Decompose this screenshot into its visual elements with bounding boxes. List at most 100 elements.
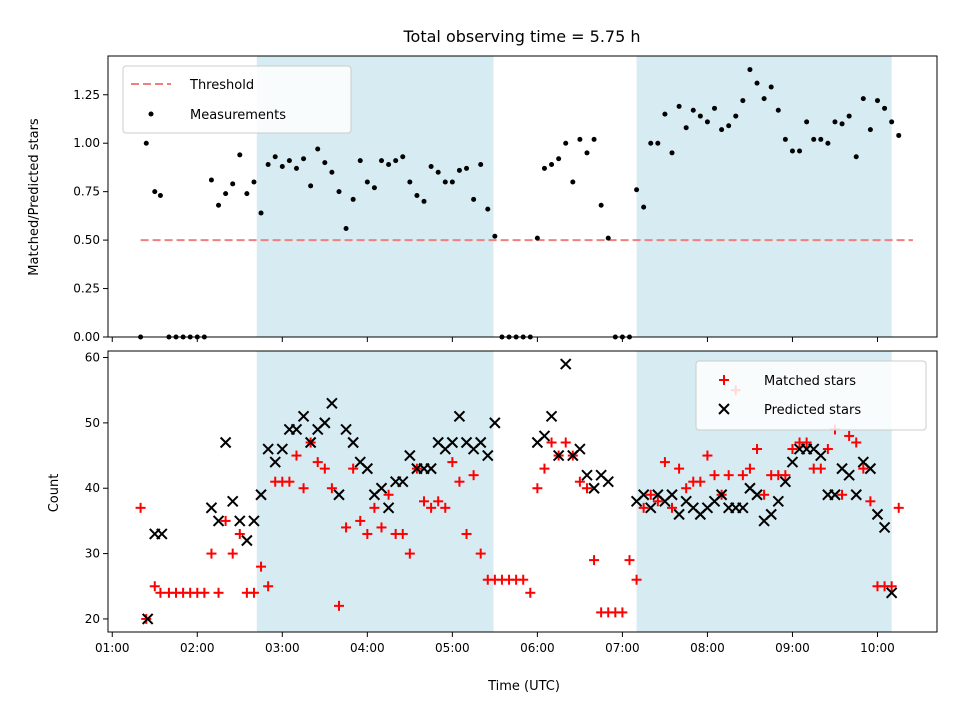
- measurement-point: [449, 179, 455, 185]
- measurement-point: [400, 154, 406, 160]
- matched-star-point: [822, 444, 833, 455]
- legend-predicted-label: Predicted stars: [764, 403, 861, 418]
- matched-star-point: [263, 581, 274, 592]
- measurement-point: [208, 177, 214, 183]
- matched-star-point: [475, 548, 486, 559]
- counts-layer: [135, 358, 904, 625]
- bottom-x-tick-label: 03:00: [265, 641, 300, 655]
- predicted-star-point: [829, 489, 841, 501]
- measurement-point: [143, 140, 149, 146]
- measurement-point: [428, 163, 434, 169]
- matched-star-point: [617, 607, 628, 618]
- bottom-x-tick-label: 05:00: [435, 641, 470, 655]
- matched-star-point: [468, 470, 479, 481]
- top-y-tick-label: 1.25: [73, 88, 100, 102]
- matched-star-point: [851, 437, 862, 448]
- measurement-point: [648, 140, 654, 146]
- measurement-point: [286, 158, 292, 164]
- predicted-star-point: [538, 430, 551, 442]
- matched-star-point: [326, 483, 337, 494]
- measurement-point: [152, 189, 158, 195]
- matched-star-point: [461, 528, 472, 539]
- predicted-star-point: [446, 436, 459, 449]
- predicted-star-point: [864, 462, 877, 475]
- predicted-star-point: [666, 489, 678, 501]
- predicted-star-point: [397, 475, 409, 488]
- predicted-star-point: [340, 423, 352, 436]
- legend-matched-label: Matched stars: [764, 374, 856, 389]
- matched-star-point: [744, 463, 755, 474]
- bottom-x-tick-label: 01:00: [95, 641, 130, 655]
- matched-star-point: [752, 444, 763, 455]
- matched-star-point: [893, 502, 904, 513]
- predicted-star-point: [319, 417, 331, 429]
- predicted-star-point: [141, 613, 154, 625]
- predicted-star-point: [425, 462, 437, 475]
- bottom-y-tick-label: 60: [85, 351, 100, 365]
- measurement-point: [407, 179, 413, 185]
- top-axes-frame: [107, 55, 938, 338]
- measurement-point: [789, 148, 795, 154]
- matched-star-point: [284, 476, 295, 487]
- bottom-x-tick-label: 04:00: [350, 641, 385, 655]
- legend-measurements-swatch: [148, 111, 154, 117]
- matched-star-point: [624, 555, 635, 566]
- matched-star-point: [865, 496, 876, 507]
- measurement-point: [860, 96, 866, 102]
- predicted-star-point: [226, 495, 239, 508]
- measurement-point: [386, 162, 392, 168]
- predicted-star-point: [219, 436, 232, 449]
- bottom-x-tick-label: 08:00: [690, 641, 725, 655]
- matched-star-point: [581, 483, 592, 494]
- matched-star-point: [589, 555, 600, 566]
- matched-star-point: [447, 457, 458, 468]
- measurement-point: [485, 206, 491, 212]
- measurement-point: [223, 191, 229, 197]
- measurement-point: [563, 140, 569, 146]
- matched-star-point: [645, 489, 656, 500]
- matched-star-point: [149, 581, 160, 592]
- matched-star-point: [362, 528, 373, 539]
- legend-threshold-label: Threshold: [189, 78, 254, 93]
- measurement-point: [371, 185, 377, 191]
- matched-star-point: [454, 476, 465, 487]
- measurement-point: [251, 179, 257, 185]
- matched-star-point: [695, 476, 706, 487]
- bottom-y-axis-label: Count: [47, 474, 62, 513]
- predicted-star-point: [673, 508, 685, 521]
- measurement-point: [697, 113, 703, 119]
- predicted-star-point: [871, 508, 884, 521]
- predicted-star-point: [347, 436, 359, 449]
- measurement-point: [570, 179, 576, 185]
- measurement-point: [882, 105, 888, 111]
- measurement-point: [641, 204, 647, 210]
- matched-star-point: [319, 463, 330, 474]
- bottom-y-tick-label: 30: [85, 547, 100, 561]
- measurement-point: [471, 196, 477, 202]
- matched-star-point: [440, 502, 451, 513]
- measurement-point: [704, 119, 710, 125]
- predicted-star-point: [276, 443, 289, 455]
- measurement-point: [867, 127, 873, 133]
- predicted-star-point: [361, 462, 374, 475]
- top-y-tick-label: 0.50: [73, 233, 100, 247]
- measurement-point: [414, 193, 420, 199]
- predicted-star-point: [269, 456, 281, 468]
- predicted-star-point: [205, 502, 218, 514]
- legend-matched-swatch: [719, 375, 729, 385]
- measurement-point: [811, 136, 817, 142]
- matched-star-point: [702, 450, 713, 461]
- predicted-star-point: [255, 489, 267, 501]
- measurement-point: [322, 160, 328, 166]
- measurement-point: [726, 123, 732, 129]
- bottom-shade-0: [256, 351, 494, 632]
- chart-title: Total observing time = 5.75 h: [402, 27, 640, 46]
- matched-star-point: [674, 463, 685, 474]
- measurement-point: [719, 127, 725, 133]
- predicted-star-point: [843, 469, 855, 481]
- measurement-point: [839, 121, 845, 127]
- measurement-point: [279, 163, 285, 169]
- predicted-star-point: [885, 587, 898, 599]
- measurement-point: [534, 235, 540, 241]
